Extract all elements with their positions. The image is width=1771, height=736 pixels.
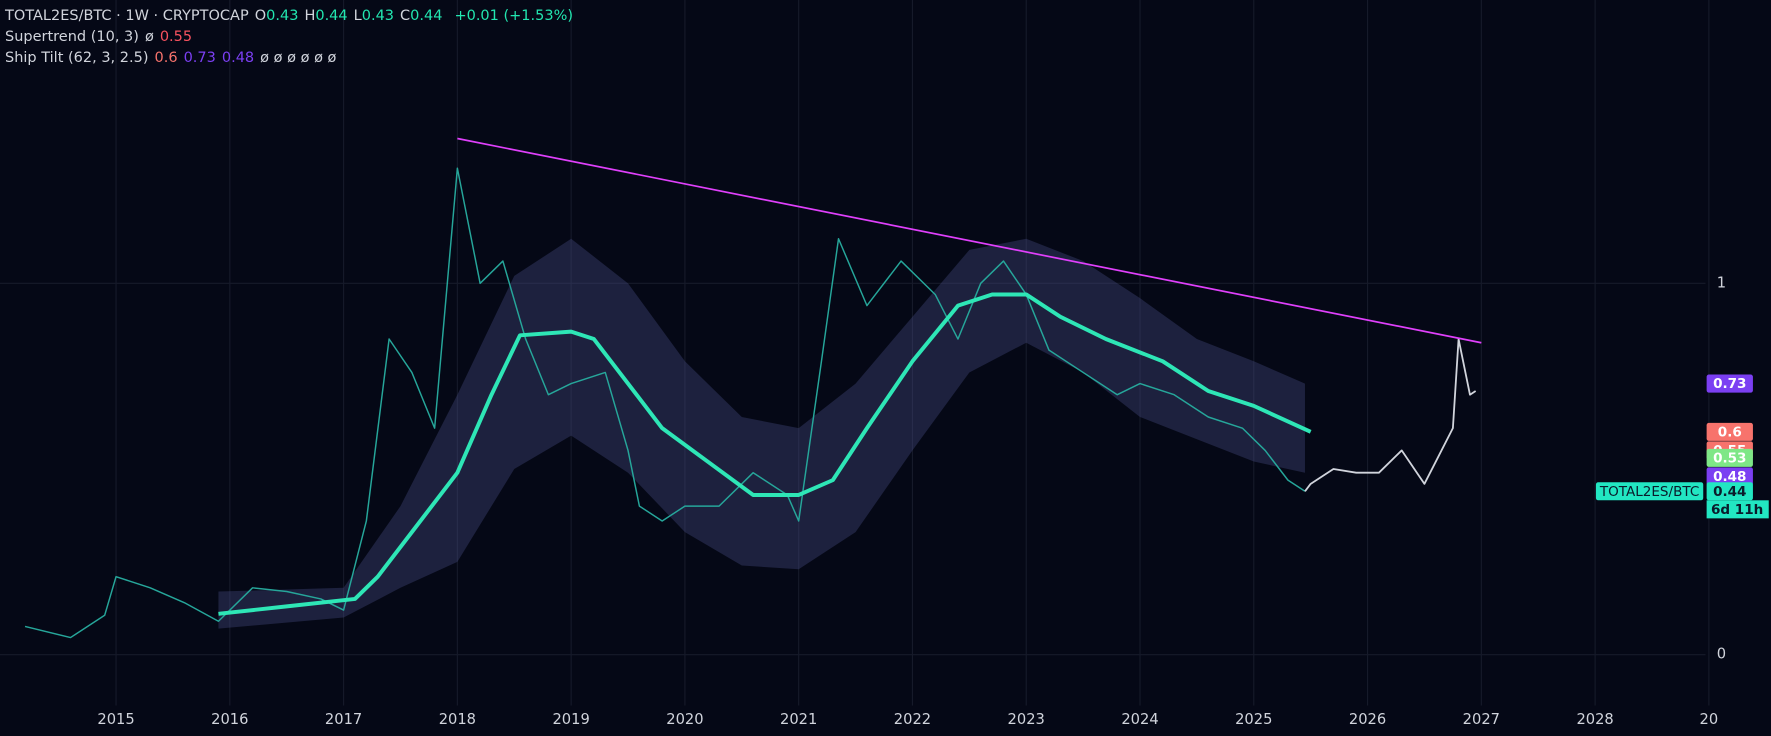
ohlc-value: 0.43 <box>361 8 395 24</box>
indicator-value: 0.73 <box>183 50 216 66</box>
ohlc-key: O <box>254 8 267 24</box>
ohlc: O0.43 H0.44 L0.43 C0.44 <box>255 8 449 24</box>
x-tick-label: 2020 <box>666 711 703 728</box>
x-tick-label: 2023 <box>1008 711 1045 728</box>
symbol-row: TOTAL2ES/BTC · 1W · CRYPTOCAP O0.43 H0.44 L… <box>5 6 579 27</box>
indicator-row: Supertrend (10, 3) ø 0.55 <box>5 27 579 48</box>
x-tick-label: 2017 <box>325 711 362 728</box>
x-tick-label: 2024 <box>1121 711 1158 728</box>
x-tick-label: 2019 <box>552 711 589 728</box>
ohlc-value: 0.43 <box>266 8 299 24</box>
price-badge-label: 0.44 <box>1713 484 1746 500</box>
indicator-value: ø ø ø ø ø ø <box>260 50 337 66</box>
indicator-name: Ship Tilt (62, 3, 2.5) <box>5 50 149 66</box>
indicator-row: Ship Tilt (62, 3, 2.5) 0.6 0.73 0.48 ø ø ø ø… <box>5 48 579 69</box>
price-badge-label: 0.48 <box>1713 469 1746 485</box>
price-badge <box>1706 422 1753 441</box>
price-badge-label: 0.6 <box>1718 424 1742 440</box>
countdown: 6d 11h <box>1711 502 1763 518</box>
change: +0.01 (+1.53%) <box>454 8 574 24</box>
countdown-badge <box>1706 500 1769 519</box>
indicators: Supertrend (10, 3) ø 0.55 Ship Tilt (62, 3,… <box>5 27 579 69</box>
series-line <box>1304 338 1477 492</box>
x-tick-label: 2018 <box>439 711 476 728</box>
symbol-label: TOTAL2ES/BTC <box>1599 484 1699 500</box>
x-tick-label: 2021 <box>780 711 817 728</box>
price-badge-label: 0.73 <box>1713 376 1746 392</box>
series-line <box>218 292 1312 616</box>
indicator-value: 0.55 <box>159 29 193 45</box>
symbol: TOTAL2ES/BTC · 1W · CRYPTOCAP <box>5 8 249 24</box>
series-line <box>24 167 1306 639</box>
ohlc-key: C <box>400 8 411 24</box>
ohlc-key: H <box>304 8 316 24</box>
legend-header: TOTAL2ES/BTC · 1W · CRYPTOCAP O0.43 H0.44 L… <box>5 6 579 69</box>
x-tick-label: 2027 <box>1463 711 1500 728</box>
symbol-badge <box>1595 482 1704 501</box>
indicator-value: 0.48 <box>221 50 255 66</box>
x-tick-label: 20 <box>1700 711 1719 728</box>
price-badge <box>1706 374 1753 393</box>
x-tick-label: 2028 <box>1576 711 1613 728</box>
series-line <box>457 137 1482 344</box>
indicator-name: Supertrend (10, 3) <box>5 29 139 45</box>
ohlc-value: 0.44 <box>410 8 443 24</box>
price-badge-label: 0.53 <box>1713 450 1746 466</box>
y-tick-label: 0 <box>1717 646 1726 663</box>
x-tick-label: 2015 <box>97 711 134 728</box>
ohlc-value: 0.44 <box>315 8 348 24</box>
x-tick-label: 2016 <box>211 711 248 728</box>
x-tick-label: 2025 <box>1235 711 1272 728</box>
indicator-value: ø <box>144 29 154 45</box>
x-tick-label: 2022 <box>894 711 931 728</box>
price-badge <box>1706 467 1753 486</box>
ohlc-key: L <box>353 8 362 24</box>
price-badge <box>1706 482 1753 501</box>
price-badge <box>1706 448 1753 467</box>
y-tick-label: 1 <box>1717 274 1726 291</box>
indicator-value: 0.6 <box>154 50 178 66</box>
x-tick-label: 2026 <box>1349 711 1386 728</box>
band <box>218 238 1305 629</box>
